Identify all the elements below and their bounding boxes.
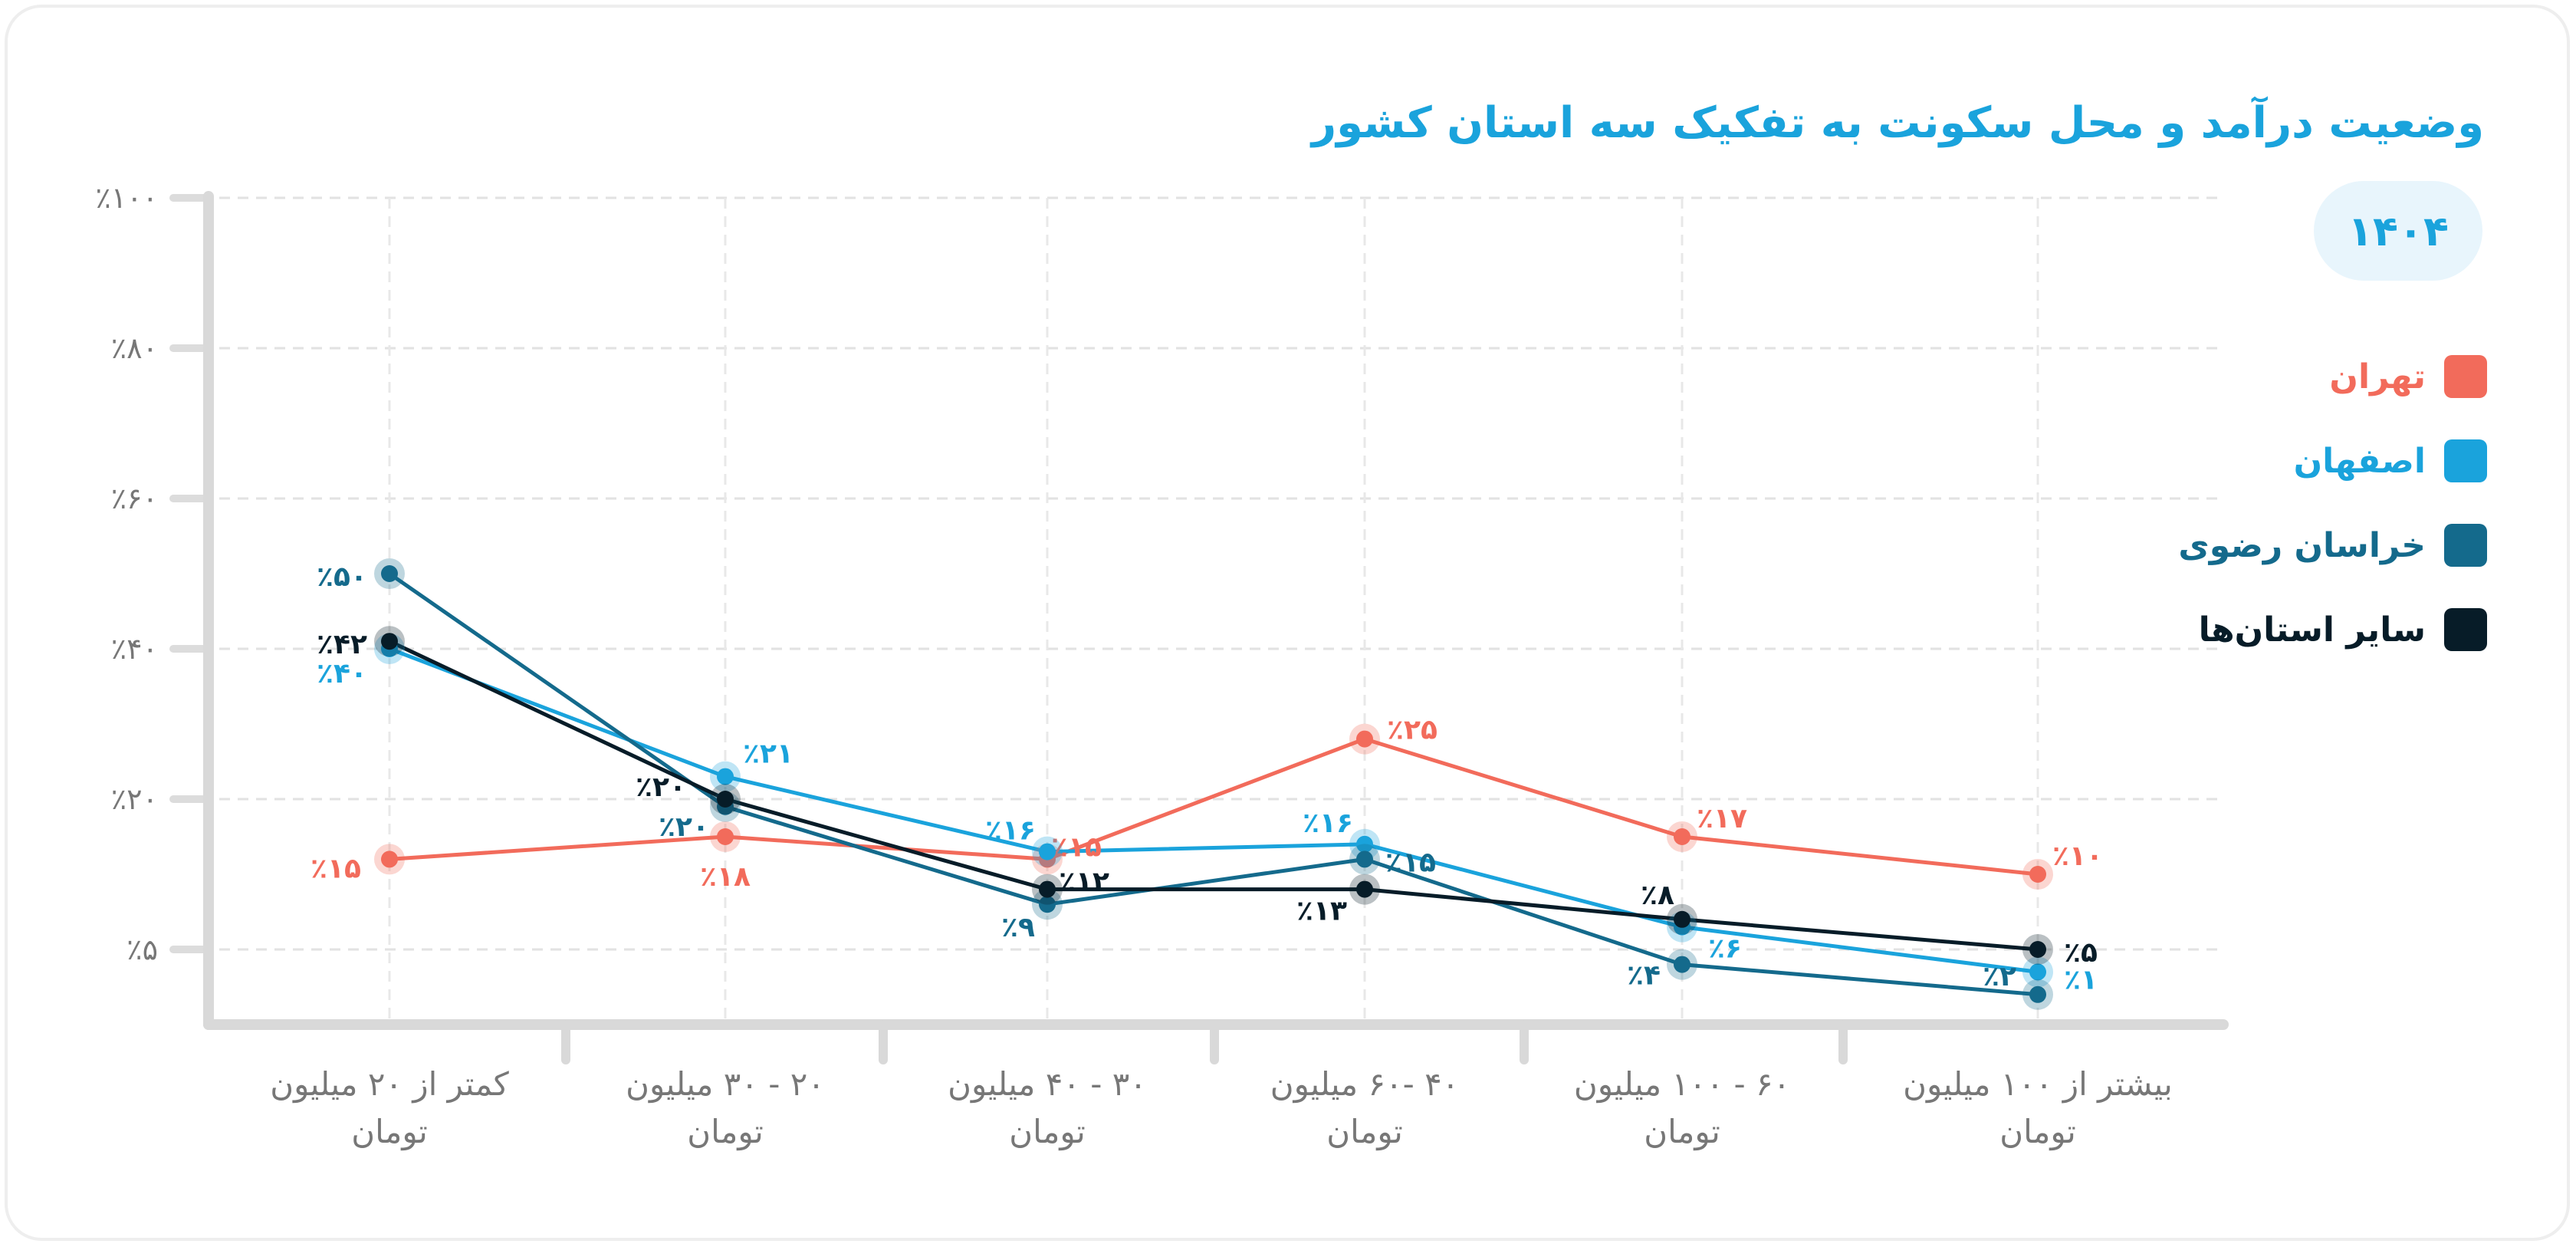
year-badge[interactable]: ۱۴۰۴ — [2314, 181, 2482, 281]
legend-label: خراسان رضوی — [2178, 525, 2426, 565]
data-point[interactable] — [2029, 963, 2046, 981]
data-point[interactable] — [381, 565, 398, 582]
data-label: ٪۶ — [1708, 933, 1742, 965]
data-point[interactable] — [1039, 843, 1056, 860]
legend-label: اصفهان — [2293, 441, 2426, 481]
data-label: ٪۲ — [1983, 961, 2016, 992]
data-point[interactable] — [1674, 910, 1691, 928]
data-label: ٪۱۵ — [310, 853, 361, 884]
x-category-label: تومان — [351, 1113, 428, 1150]
series-tehran — [389, 737, 2039, 877]
y-tick-label: ٪۵ — [127, 933, 158, 966]
series-points-tehran: ٪۱۵ ٪۱۸ ٪۱۵ ٪۲۵ ٪۱۷ ٪۱۰ — [310, 715, 2103, 893]
series-points-isfahan: ٪۴۰ ٪۲۱ ٪۱۶ ٪۱۶ ٪۶ ٪۱ — [317, 633, 2098, 995]
data-point[interactable] — [1674, 828, 1691, 845]
legend-label: تهران — [2329, 357, 2426, 396]
y-tick-label: ٪۴۰ — [111, 632, 158, 666]
y-tick-label: ٪۲۰ — [111, 782, 158, 816]
grid: ٪۱۰۰ ٪۸۰ ٪۶۰ ٪۴۰ ٪۲۰ ٪۵ — [95, 181, 2223, 1020]
legend-item-khorasan[interactable]: خراسان رضوی — [2027, 518, 2487, 572]
data-point[interactable] — [1356, 851, 1373, 868]
chart-card — [5, 5, 2570, 1241]
y-tick-label: ٪۸۰ — [111, 331, 158, 365]
series-line-khorasan — [388, 571, 2039, 997]
data-point[interactable] — [2029, 985, 2046, 1003]
data-point[interactable] — [1356, 730, 1373, 748]
data-label: ٪۱۸ — [700, 861, 751, 893]
series-points-khorasan: ٪۵۰ ٪۲۰ ٪۹ ٪۱۵ ٪۴ ٪۲ — [317, 558, 2053, 1010]
data-label: ٪۲۵ — [1387, 715, 1438, 746]
series-isfahan — [389, 647, 2039, 974]
legend-item-isfahan[interactable]: اصفهان — [2027, 434, 2487, 488]
legend-swatch — [2444, 608, 2487, 651]
data-label: ٪۱۵ — [1051, 831, 1102, 863]
data-point[interactable] — [381, 633, 398, 650]
data-point[interactable] — [1356, 835, 1373, 853]
x-category-label: تومان — [1644, 1113, 1720, 1150]
legend-swatch — [2444, 524, 2487, 567]
series-line-others — [388, 639, 2039, 952]
data-point[interactable] — [2029, 941, 2046, 958]
data-point[interactable] — [717, 828, 734, 845]
data-label: ٪۱۳ — [1296, 896, 1347, 927]
data-label: ٪۲۰ — [636, 772, 686, 803]
x-category-label: تومان — [1009, 1113, 1086, 1150]
legend-item-others[interactable]: سایر استان‌ها — [2027, 603, 2487, 656]
data-label: ٪۱ — [2064, 964, 2098, 995]
data-point[interactable] — [717, 768, 734, 785]
data-point[interactable] — [1356, 880, 1373, 898]
data-point[interactable] — [381, 851, 398, 868]
data-point[interactable] — [2029, 866, 2046, 883]
data-label: ٪۴۰ — [317, 658, 367, 689]
data-label: ٪۵۰ — [317, 561, 367, 593]
data-point[interactable] — [1674, 956, 1691, 973]
data-label: ٪۱۵ — [1385, 847, 1436, 878]
legend-item-tehran[interactable]: تهران — [2027, 350, 2487, 403]
series-line-isfahan — [389, 647, 2039, 974]
data-point[interactable] — [1039, 880, 1056, 898]
x-category-label: تومان — [1326, 1113, 1403, 1150]
series-khorasan — [388, 571, 2039, 997]
y-tick-label: ٪۶۰ — [111, 482, 158, 515]
y-tick-label: ٪۱۰۰ — [95, 181, 158, 215]
data-label: ٪۸ — [1641, 880, 1674, 911]
chart-title: وضعیت درآمد و محل سکونت به تفکیک سه استا… — [1311, 98, 2484, 148]
x-category-label: بیشتر از ۱۰۰ میلیون — [1903, 1065, 2173, 1103]
data-label: ٪۲۱ — [743, 739, 794, 770]
legend-swatch — [2444, 355, 2487, 398]
data-point[interactable] — [1039, 896, 1056, 913]
legend-swatch — [2444, 439, 2487, 482]
data-label: ٪۱۲ — [1059, 867, 1109, 898]
data-label: ٪۴۲ — [317, 629, 367, 660]
x-category-label: ۳۰ - ۴۰ میلیون — [948, 1065, 1147, 1103]
x-category-label: کمتر از ۲۰ میلیون — [270, 1065, 509, 1103]
legend-label: سایر استان‌ها — [2198, 610, 2426, 650]
data-label: ٪۲۰ — [659, 811, 709, 843]
series-others — [388, 639, 2039, 952]
data-label: ٪۱۶ — [1303, 808, 1353, 839]
x-category-label: تومان — [1999, 1113, 2076, 1150]
series-points-others: ٪۴۲ ٪۲۰ ٪۱۲ ٪۱۳ ٪۸ ٪۵ — [317, 626, 2098, 969]
x-category-label: ۴۰ -۶۰ میلیون — [1270, 1065, 1459, 1103]
data-point[interactable] — [717, 791, 734, 808]
data-label: ٪۹ — [1001, 912, 1035, 943]
data-label: ٪۱۰ — [2052, 841, 2103, 872]
data-label: ٪۴ — [1627, 960, 1661, 992]
data-label: ٪۱۶ — [985, 815, 1036, 847]
data-label: ٪۱۷ — [1697, 803, 1747, 834]
data-label: ٪۵ — [2064, 937, 2098, 969]
x-category-label: ۶۰ - ۱۰۰ میلیون — [1574, 1065, 1790, 1103]
x-category-label: ۲۰ - ۳۰ میلیون — [626, 1065, 825, 1103]
series-line-tehran — [389, 737, 2039, 877]
x-category-label: تومان — [687, 1113, 764, 1150]
